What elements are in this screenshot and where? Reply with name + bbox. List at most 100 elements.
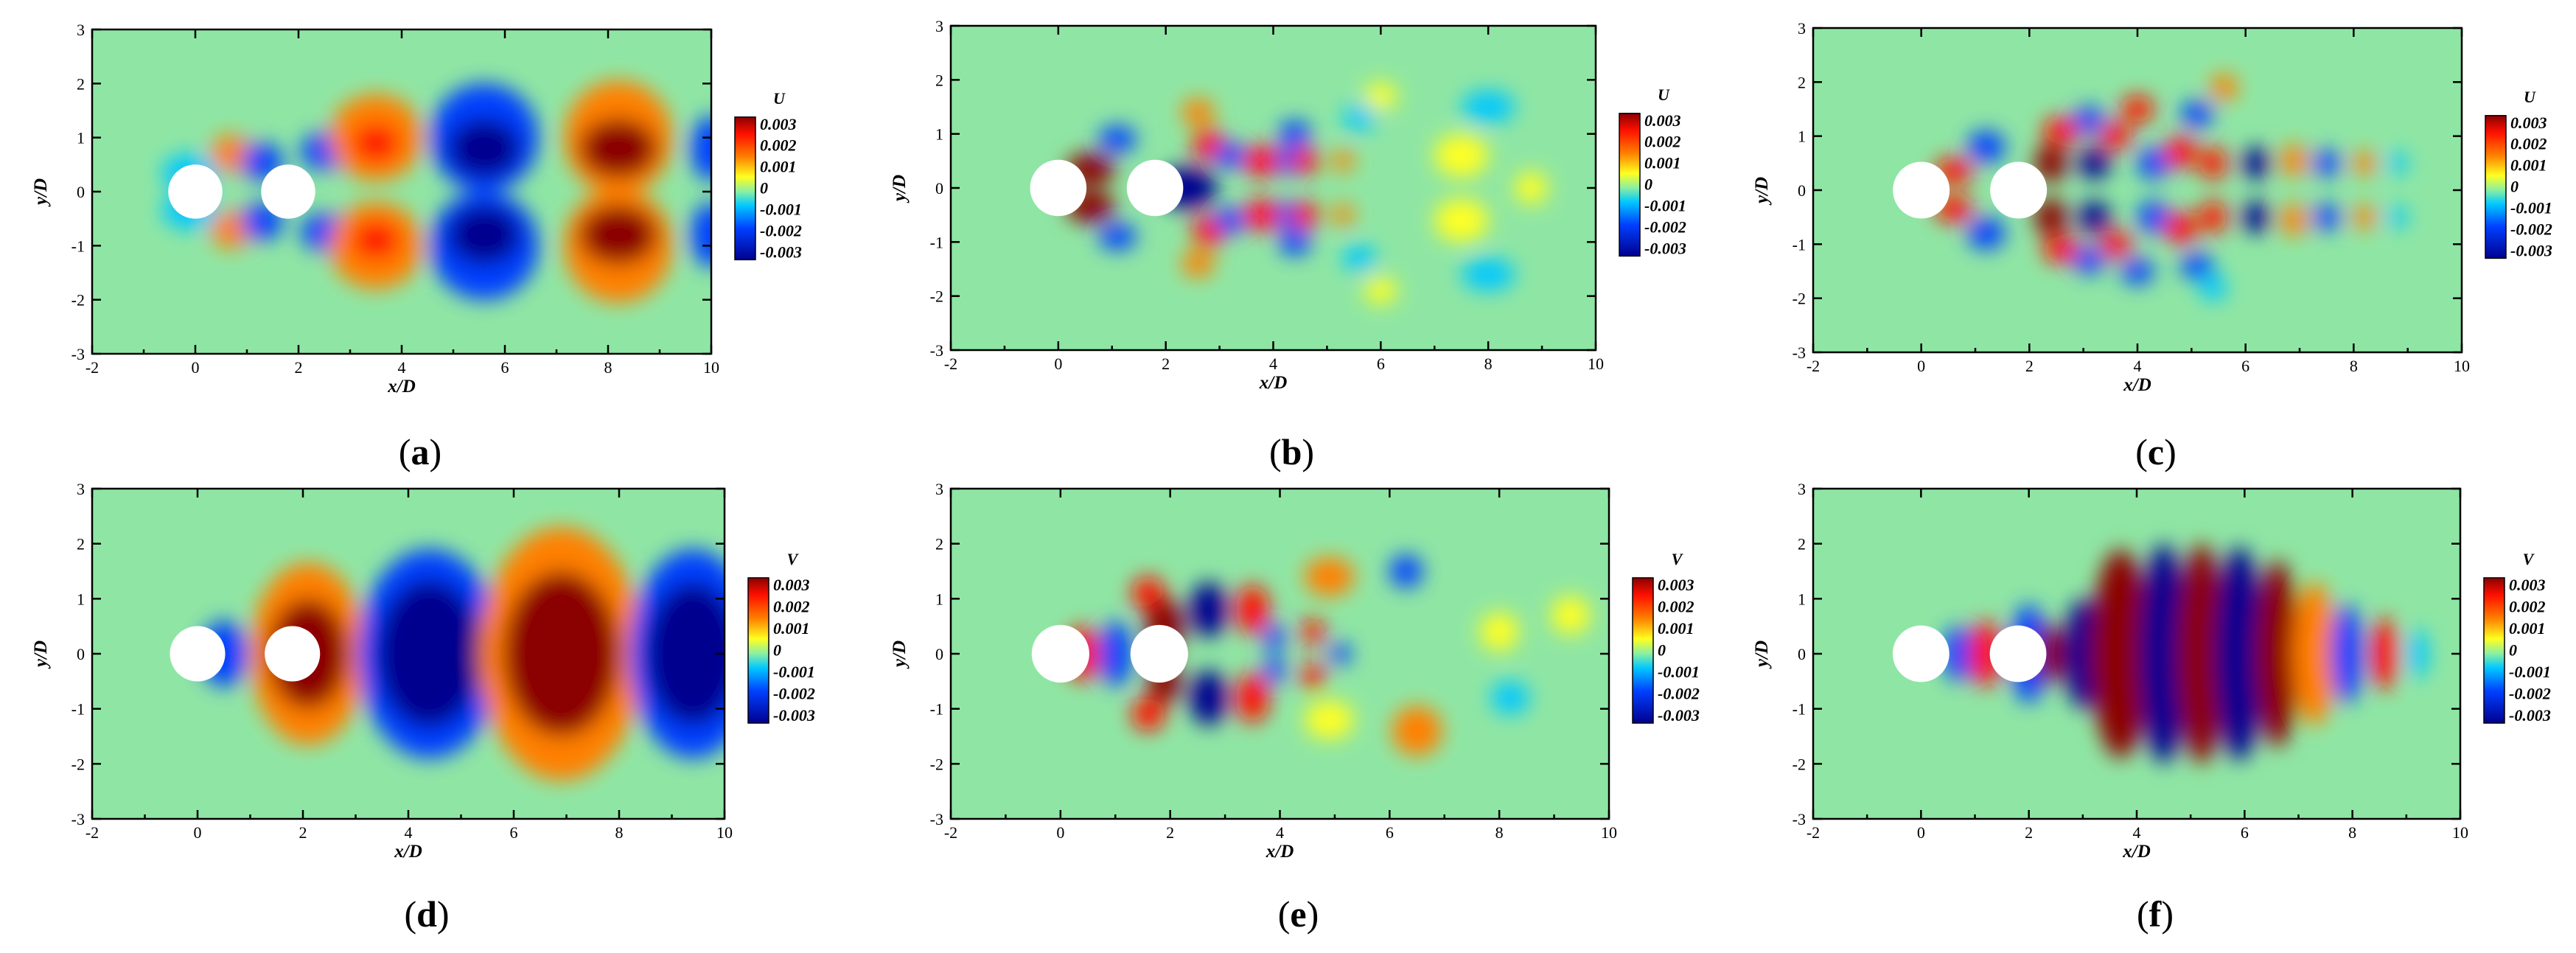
colorbar-tick-label: 0.002: [1658, 597, 1694, 615]
x-axis-label: x/D: [1259, 373, 1288, 393]
x-tick-label: 6: [1377, 355, 1385, 373]
y-tick-label: -1: [1793, 235, 1806, 254]
y-tick-label: 0: [77, 645, 85, 663]
contour-blob: [1364, 277, 1397, 304]
x-tick-label: 10: [716, 823, 733, 842]
contour-blob: [1181, 99, 1215, 126]
contour-blob: [2313, 150, 2341, 177]
colorbar: [1632, 577, 1654, 724]
contour-blob: [1491, 681, 1530, 715]
cylinder-2: [1989, 625, 2047, 683]
contour-blob: [1304, 700, 1354, 739]
y-tick-label: 1: [935, 125, 943, 144]
panel-caption: (f): [2137, 893, 2174, 935]
contour-panel-b: -2 0 2 4 6 8 103210-1-2-3x/Dy/DU0.0030.0020.00…: [890, 17, 1686, 472]
panel-caption: (d): [404, 893, 449, 935]
contour-blob: [2280, 203, 2308, 237]
contour-blob: [1131, 697, 1165, 731]
y-tick-label: 3: [935, 17, 943, 35]
contour-blob: [1098, 125, 1137, 153]
contour-blob: [1214, 142, 1247, 170]
contour-panel-c: -2 0 2 4 6 8 103210-1-2-3x/Dy/DU0.0030.0020.00…: [1752, 19, 2552, 472]
x-axis-label: x/D: [1266, 842, 1294, 862]
colorbar-tick-label: -0.001: [2509, 663, 2551, 681]
contour-blob: [2073, 247, 2105, 274]
colorbar-tick-label: 0.001: [1644, 154, 1681, 172]
colorbar-tick-label: 0.002: [2510, 135, 2547, 153]
contour-blob: [1434, 133, 1489, 178]
y-tick-label: -3: [71, 345, 85, 363]
contour-blob: [2215, 546, 2263, 761]
colorbar-tick-label: 0.001: [760, 158, 797, 176]
contour-blob: [1332, 204, 1354, 226]
colorbar-tick-label: 0: [1658, 641, 1666, 660]
y-tick-label: 3: [77, 21, 85, 39]
x-tick-label: 8: [2348, 823, 2356, 842]
contour-blob: [1343, 104, 1376, 132]
panel-caption-letter: f: [2149, 893, 2163, 935]
colorbar-tick-label: 0.002: [760, 136, 797, 155]
cylinder-1: [168, 164, 223, 219]
contour-blob: [1098, 621, 1132, 687]
x-axis-label: x/D: [2122, 842, 2151, 862]
contour-blob: [1243, 198, 1282, 231]
y-tick-label: -3: [1793, 810, 1806, 828]
colorbar-tick-label: 0: [1644, 175, 1652, 194]
colorbar-tick-label: 0.003: [760, 115, 797, 133]
cylinder-2: [1126, 159, 1184, 217]
x-tick-label: 0: [192, 358, 200, 377]
colorbar-title: U: [1658, 85, 1670, 104]
y-tick-label: -1: [1793, 700, 1806, 719]
colorbar: [2485, 115, 2507, 259]
y-tick-label: 2: [935, 71, 943, 89]
x-tick-label: 2: [2025, 823, 2033, 842]
contour-blob: [2371, 618, 2398, 690]
colorbar-tick-label: -0.002: [1644, 217, 1686, 236]
contour-blob: [211, 210, 252, 249]
contour-blob: [2386, 152, 2408, 174]
colorbar-tick-label: 0.003: [1658, 576, 1694, 594]
contour-blob: [2180, 252, 2213, 279]
contour-blob: [2121, 95, 2154, 123]
contour-blob: [1302, 662, 1324, 690]
contour-blob: [2199, 147, 2227, 180]
y-axis-label: y/D: [1752, 640, 1772, 669]
y-tick-label: -3: [1793, 343, 1806, 362]
colorbar: [734, 116, 756, 261]
contour-blob: [1942, 626, 1975, 682]
x-tick-label: 0: [1056, 823, 1064, 842]
y-tick-label: -3: [71, 810, 85, 828]
colorbar-title: U: [773, 89, 786, 108]
x-tick-label: 8: [1495, 823, 1504, 842]
contour-blob: [1967, 217, 2006, 250]
colorbar-tick-label: 0.003: [1644, 111, 1681, 130]
x-tick-label: 4: [1276, 823, 1284, 842]
y-tick-label: 1: [935, 590, 943, 608]
x-tick-label: 6: [1386, 823, 1394, 842]
contour-blob: [2177, 543, 2226, 764]
contour-field: [951, 26, 1596, 350]
contour-panel-a: -2 0 2 4 6 8 103210-1-2-3x/Dy/DU0.0030.0020.00…: [31, 21, 802, 472]
colorbar-tick-label: -0.001: [1658, 663, 1700, 681]
contour-blob: [2352, 151, 2377, 175]
contour-blob: [2180, 101, 2213, 128]
contour-blob: [2137, 200, 2170, 234]
x-tick-label: -2: [1807, 357, 1820, 375]
y-tick-label: 1: [77, 129, 85, 147]
contour-blob: [2078, 147, 2111, 180]
x-tick-label: 8: [2350, 357, 2358, 375]
y-tick-label: 2: [77, 535, 85, 554]
colorbar-tick-label: -0.001: [1644, 197, 1686, 215]
y-axis-label: y/D: [890, 175, 910, 203]
y-tick-label: -3: [930, 810, 943, 828]
contour-blob: [645, 582, 725, 726]
y-tick-label: 0: [1798, 181, 1806, 200]
contour-blob: [1235, 584, 1269, 635]
x-tick-label: 6: [501, 358, 509, 377]
x-tick-label: 8: [615, 823, 624, 842]
contour-blob: [1329, 643, 1352, 665]
cylinder-1: [170, 626, 226, 682]
y-tick-label: -1: [930, 700, 943, 719]
colorbar-tick-label: -0.001: [760, 200, 802, 219]
contour-blob: [448, 119, 520, 178]
